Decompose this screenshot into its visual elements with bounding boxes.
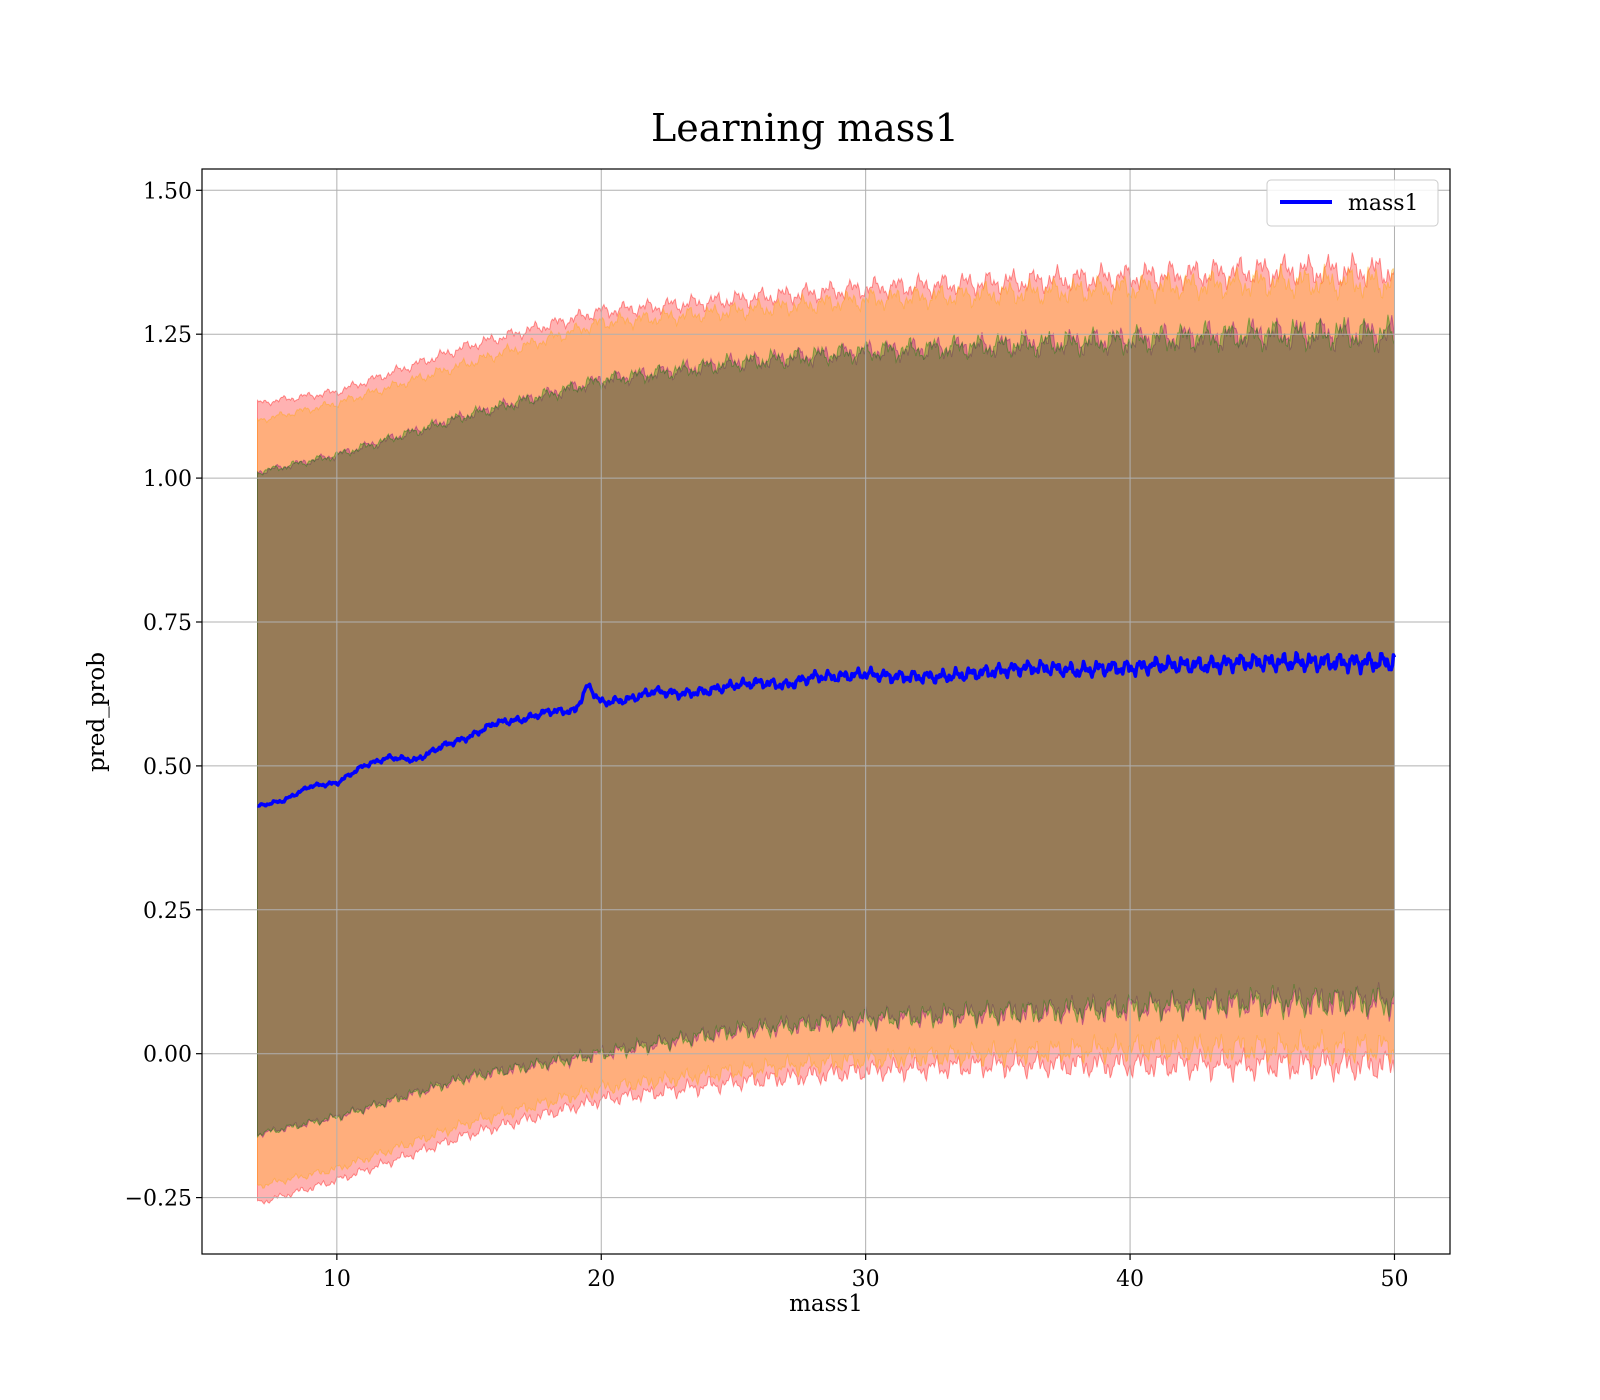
y-tick-label: 0.75 (143, 611, 192, 636)
grid (202, 169, 1450, 1254)
legend: mass1 (1266, 179, 1439, 227)
y-tick-label: 0.25 (143, 899, 192, 924)
x-axis-label: mass1 (789, 1291, 863, 1317)
plot-area (201, 168, 1451, 1255)
y-tick-label: 0.00 (143, 1043, 192, 1068)
y-tick-label: −0.25 (125, 1187, 192, 1212)
y-axis-ticks: −0.25 0.00 0.25 0.50 0.75 1.00 1.25 1.50 (125, 179, 202, 1212)
legend-label: mass1 (1348, 191, 1419, 216)
x-tick-label: 40 (1116, 1267, 1144, 1292)
series-lines (256, 651, 1397, 808)
x-axis-ticks: 10 20 30 40 50 (323, 1254, 1408, 1292)
plot-frame (201, 168, 1451, 1255)
series-line-mass1 (256, 651, 1397, 808)
x-tick-label: 50 (1380, 1267, 1408, 1292)
x-tick-label: 10 (323, 1267, 351, 1292)
chart-title: Learning mass1 (651, 106, 959, 150)
y-tick-label: 1.25 (143, 323, 192, 348)
x-tick-label: 20 (587, 1267, 615, 1292)
legend-frame (1266, 179, 1439, 227)
y-tick-label: 1.00 (143, 467, 192, 492)
confidence-bands (257, 252, 1395, 1205)
y-tick-label: 1.50 (143, 179, 192, 204)
y-tick-label: 0.50 (143, 755, 192, 780)
x-tick-label: 30 (852, 1267, 880, 1292)
y-axis-label: pred_prob (84, 652, 110, 772)
